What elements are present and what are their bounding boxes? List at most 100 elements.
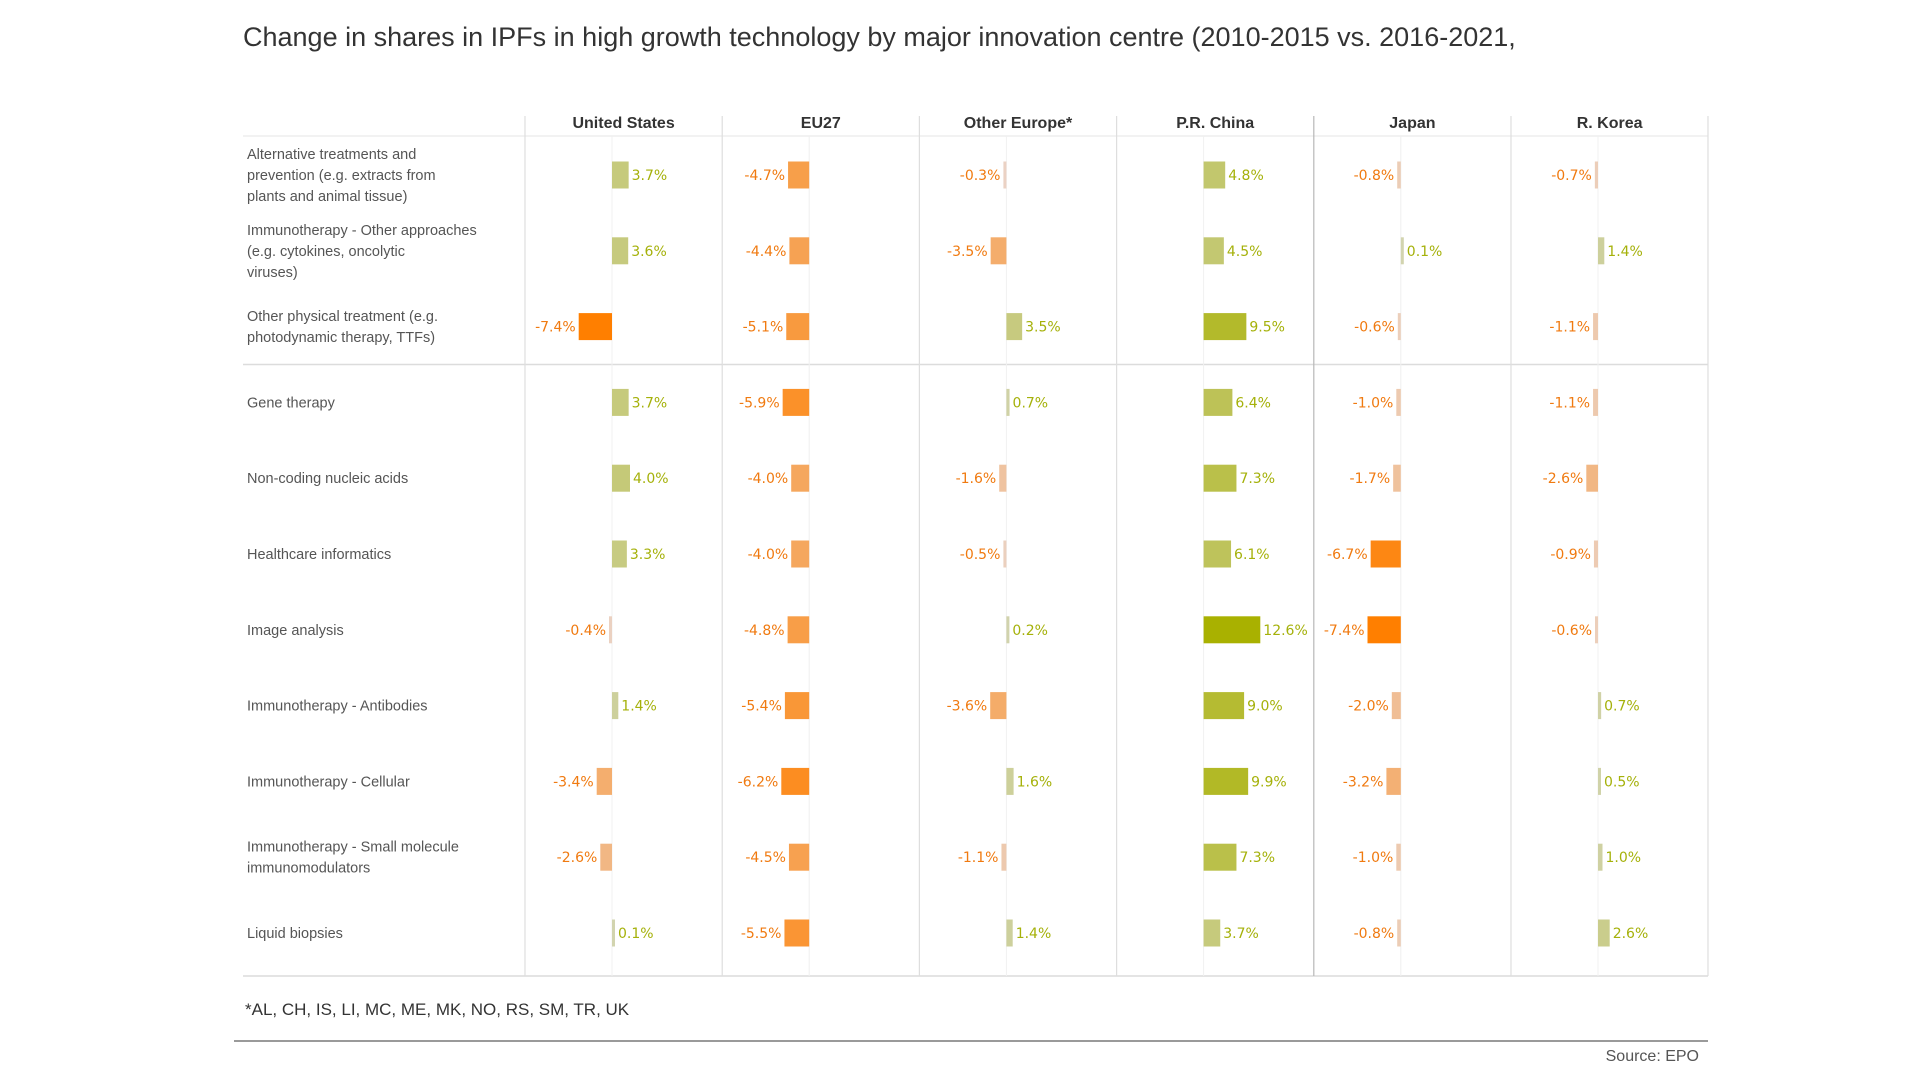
data-label: -0.6% <box>1354 320 1395 336</box>
bar <box>1371 541 1401 568</box>
bar <box>1598 237 1604 264</box>
data-label: 1.0% <box>1606 850 1642 866</box>
data-label: 0.1% <box>1407 244 1443 260</box>
chart-area: United StatesEU27Other Europe*P.R. China… <box>0 0 1920 1080</box>
bar <box>612 920 615 947</box>
row-label-line: Immunotherapy - Small molecule <box>247 840 459 856</box>
data-label: -0.7% <box>1551 168 1592 184</box>
bar <box>789 844 809 871</box>
row-label-line: Healthcare informatics <box>247 547 391 563</box>
data-label: 6.4% <box>1235 395 1271 411</box>
data-label: -6.7% <box>1327 547 1368 563</box>
row-label-line: viruses) <box>247 265 298 281</box>
bar <box>1204 920 1221 947</box>
column-header-eu27: EU27 <box>801 115 841 132</box>
data-label: -4.0% <box>748 471 789 487</box>
data-label: 7.3% <box>1239 850 1275 866</box>
bar <box>788 616 810 643</box>
data-label: 6.1% <box>1234 547 1270 563</box>
data-label: -0.5% <box>960 547 1001 563</box>
bar <box>1204 541 1231 568</box>
data-label: 0.1% <box>618 926 654 942</box>
row-label-line: Alternative treatments and <box>247 147 416 163</box>
data-label: 3.7% <box>1223 926 1259 942</box>
data-label: -4.8% <box>744 623 785 639</box>
row-label: Immunotherapy - Small moleculeimmunomodu… <box>247 840 459 877</box>
bar <box>1003 162 1006 189</box>
bar <box>791 541 809 568</box>
bar <box>1204 389 1233 416</box>
bar <box>1001 844 1006 871</box>
data-label: -0.4% <box>565 623 606 639</box>
bar <box>1204 844 1237 871</box>
data-label: -3.6% <box>947 699 988 715</box>
data-label: -4.7% <box>744 168 785 184</box>
column-header-p-r-china: P.R. China <box>1176 115 1254 132</box>
data-label: -4.4% <box>746 244 787 260</box>
data-label: 4.0% <box>633 471 669 487</box>
data-label: -2.6% <box>557 850 598 866</box>
row-label-line: Liquid biopsies <box>247 926 343 942</box>
row-label: Gene therapy <box>247 395 336 411</box>
bar <box>612 465 630 492</box>
footnote: *AL, CH, IS, LI, MC, ME, MK, NO, RS, SM,… <box>245 1000 629 1020</box>
bar <box>1006 768 1013 795</box>
data-label: -1.1% <box>1549 395 1590 411</box>
row-label-line: Immunotherapy - Antibodies <box>247 699 428 715</box>
row-label: Other physical treatment (e.g.photodynam… <box>247 309 438 346</box>
data-label: -0.8% <box>1354 168 1395 184</box>
data-label: 1.4% <box>1016 926 1052 942</box>
data-label: 1.6% <box>1017 774 1053 790</box>
data-label: -7.4% <box>1324 623 1365 639</box>
data-label: 3.6% <box>631 244 667 260</box>
data-label: 0.7% <box>1604 699 1640 715</box>
data-label: 3.7% <box>632 395 668 411</box>
row-label: Immunotherapy - Antibodies <box>247 699 428 715</box>
row-label-line: Other physical treatment (e.g. <box>247 309 438 325</box>
row-label-line: (e.g. cytokines, oncolytic <box>247 244 405 260</box>
row-label-line: Immunotherapy - Cellular <box>247 774 410 790</box>
row-label: Alternative treatments and prevention (e.… <box>247 147 436 205</box>
bar <box>1595 162 1598 189</box>
bar <box>786 313 809 340</box>
bar <box>1593 389 1598 416</box>
data-label: 3.5% <box>1025 320 1061 336</box>
data-label: -1.6% <box>956 471 997 487</box>
bar <box>1204 465 1237 492</box>
data-label: -7.4% <box>535 320 576 336</box>
bar <box>783 389 810 416</box>
bar <box>990 692 1006 719</box>
data-label: 4.8% <box>1228 168 1264 184</box>
data-label: -3.4% <box>553 774 594 790</box>
row-label-line: Image analysis <box>247 623 344 639</box>
bar <box>1006 313 1022 340</box>
bar <box>1598 844 1603 871</box>
bar <box>791 465 809 492</box>
bar <box>612 162 629 189</box>
data-label: 3.3% <box>630 547 666 563</box>
bar <box>1397 162 1401 189</box>
data-label: -4.5% <box>745 850 786 866</box>
data-label: 3.7% <box>632 168 668 184</box>
bar <box>1586 465 1598 492</box>
row-label: Liquid biopsies <box>247 926 343 942</box>
data-label: 9.9% <box>1251 774 1287 790</box>
bar <box>612 237 628 264</box>
data-label: -5.1% <box>743 320 784 336</box>
row-label: Non-coding nucleic acids <box>247 471 408 487</box>
bar <box>1003 541 1006 568</box>
data-label: 0.7% <box>1013 395 1049 411</box>
row-label-line: Gene therapy <box>247 395 336 411</box>
data-label: -1.7% <box>1350 471 1391 487</box>
data-label: -3.2% <box>1343 774 1384 790</box>
data-label: -0.3% <box>960 168 1001 184</box>
row-label-line: prevention (e.g. extracts from <box>247 168 436 184</box>
bar <box>1204 768 1249 795</box>
data-label: -5.4% <box>741 699 782 715</box>
row-label: Healthcare informatics <box>247 547 391 563</box>
data-label: 7.3% <box>1239 471 1275 487</box>
data-label: -2.6% <box>1543 471 1584 487</box>
bar <box>1598 920 1610 947</box>
source-note: Source: EPO <box>1606 1048 1699 1066</box>
bar <box>1204 162 1226 189</box>
